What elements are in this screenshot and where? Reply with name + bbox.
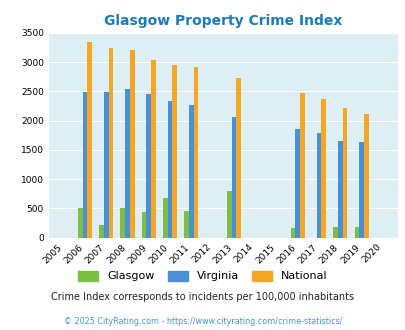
Bar — [125, 89, 130, 238]
Bar — [236, 78, 241, 238]
Legend: Glasgow, Virginia, National: Glasgow, Virginia, National — [74, 266, 331, 286]
Bar — [130, 50, 134, 238]
Bar — [151, 60, 156, 238]
Bar — [193, 67, 198, 238]
Bar — [316, 133, 321, 238]
Bar — [108, 48, 113, 238]
Bar — [172, 65, 177, 238]
Bar — [104, 92, 108, 238]
Bar — [299, 93, 304, 238]
Bar — [231, 117, 236, 238]
Bar — [167, 101, 172, 238]
Bar — [226, 191, 231, 238]
Bar — [163, 198, 167, 238]
Bar — [78, 208, 82, 238]
Text: © 2025 CityRating.com - https://www.cityrating.com/crime-statistics/: © 2025 CityRating.com - https://www.city… — [64, 317, 341, 326]
Bar — [141, 213, 146, 238]
Bar — [363, 114, 368, 238]
Bar — [146, 94, 151, 238]
Bar — [342, 109, 347, 238]
Title: Glasgow Property Crime Index: Glasgow Property Crime Index — [104, 14, 342, 28]
Bar — [290, 228, 295, 238]
Bar — [354, 227, 358, 238]
Bar — [120, 208, 125, 238]
Bar — [189, 105, 193, 238]
Bar — [321, 99, 325, 238]
Bar — [337, 141, 342, 238]
Bar — [358, 142, 363, 238]
Text: Crime Index corresponds to incidents per 100,000 inhabitants: Crime Index corresponds to incidents per… — [51, 292, 354, 302]
Bar — [87, 42, 92, 238]
Bar — [99, 225, 104, 238]
Bar — [184, 211, 189, 238]
Bar — [295, 129, 299, 238]
Bar — [82, 92, 87, 238]
Bar — [333, 227, 337, 238]
